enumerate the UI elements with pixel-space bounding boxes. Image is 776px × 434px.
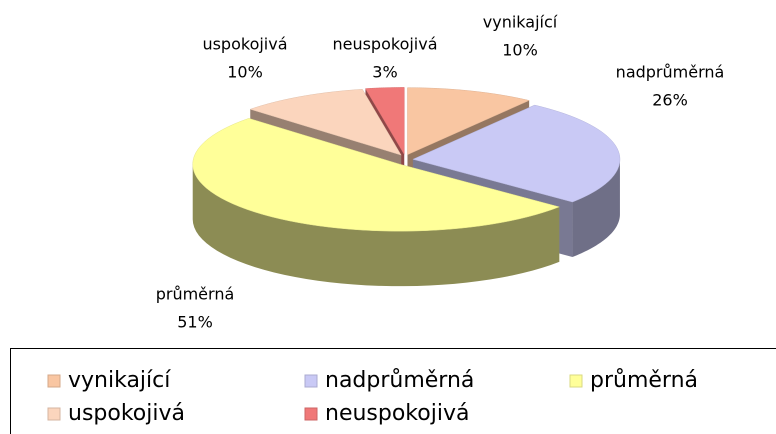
- data-label-name: neuspokojivá: [332, 35, 437, 54]
- legend-label: uspokojivá: [68, 401, 185, 426]
- slice-top: [192, 118, 561, 232]
- slice-top: [249, 89, 402, 156]
- data-label-name: nadprůměrná: [616, 63, 725, 82]
- data-label-name: průměrná: [156, 285, 235, 304]
- legend-box: [10, 348, 776, 434]
- data-label-name: vynikající: [483, 13, 558, 32]
- data-label-value: 3%: [372, 63, 397, 82]
- legend-swatch: [304, 407, 318, 421]
- slice-wall: [192, 164, 560, 287]
- legend-swatch: [569, 374, 583, 388]
- data-label-value: 10%: [227, 63, 263, 82]
- legend-label: vynikající: [68, 368, 171, 393]
- data-label-value: 26%: [652, 91, 688, 110]
- legend-label: neuspokojivá: [325, 401, 469, 426]
- slice: [192, 118, 561, 287]
- slice-top: [365, 87, 405, 156]
- legend-swatch: [304, 374, 318, 388]
- legend-swatch: [47, 374, 61, 388]
- data-label-value: 51%: [177, 313, 213, 332]
- legend-label: nadprůměrná: [325, 368, 474, 393]
- slice-top: [412, 104, 621, 203]
- data-label-name: uspokojivá: [202, 35, 287, 54]
- slice-wall: [572, 159, 620, 258]
- slice-top: [407, 87, 530, 156]
- legend-swatch: [47, 407, 61, 421]
- legend-label: průměrná: [590, 368, 698, 393]
- data-label-value: 10%: [502, 41, 538, 60]
